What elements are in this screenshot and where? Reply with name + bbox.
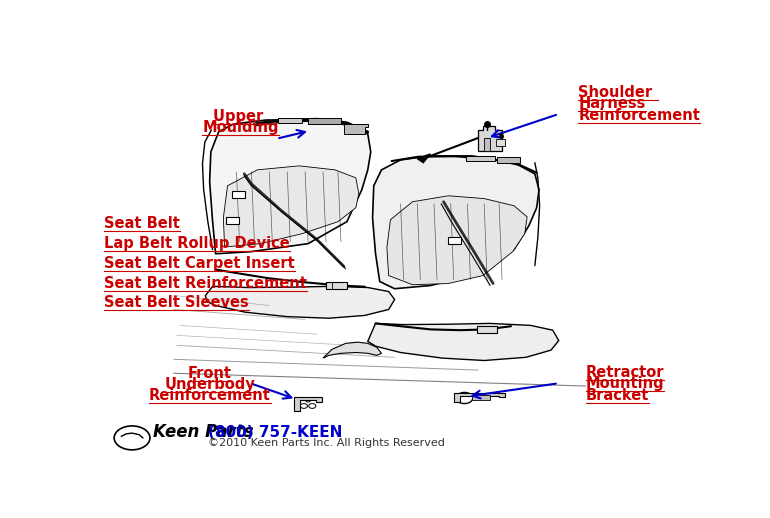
- Polygon shape: [467, 156, 495, 161]
- Text: Front: Front: [188, 366, 232, 381]
- Text: Seat Belt Sleeves: Seat Belt Sleeves: [104, 295, 249, 310]
- Polygon shape: [209, 120, 371, 254]
- Text: Upper: Upper: [213, 109, 269, 124]
- Text: Mounting: Mounting: [586, 377, 665, 392]
- Text: Retractor: Retractor: [586, 365, 664, 380]
- Polygon shape: [496, 139, 505, 146]
- Polygon shape: [326, 282, 346, 289]
- Text: Harness: Harness: [578, 96, 646, 111]
- Polygon shape: [206, 286, 394, 318]
- Text: Reinforcement: Reinforcement: [578, 108, 700, 123]
- Polygon shape: [323, 342, 381, 358]
- Text: Bracket: Bracket: [586, 387, 649, 402]
- Polygon shape: [484, 138, 490, 151]
- Polygon shape: [387, 196, 527, 285]
- Text: Moulding: Moulding: [203, 120, 279, 135]
- Polygon shape: [294, 397, 322, 411]
- Text: Shoulder: Shoulder: [578, 85, 658, 100]
- Text: Reinforcement: Reinforcement: [149, 388, 270, 404]
- Polygon shape: [477, 326, 497, 334]
- Text: Seat Belt Reinforcement: Seat Belt Reinforcement: [104, 276, 307, 291]
- Polygon shape: [308, 118, 341, 124]
- Polygon shape: [478, 126, 502, 151]
- Polygon shape: [223, 166, 359, 247]
- Polygon shape: [226, 217, 239, 224]
- Polygon shape: [373, 156, 539, 289]
- Polygon shape: [368, 323, 559, 361]
- Text: Seat Belt: Seat Belt: [104, 215, 180, 231]
- Polygon shape: [454, 393, 505, 402]
- Polygon shape: [233, 191, 246, 198]
- Polygon shape: [344, 124, 368, 134]
- Text: (800) 757-KEEN: (800) 757-KEEN: [209, 425, 343, 440]
- Polygon shape: [417, 154, 430, 163]
- Text: Seat Belt Carpet Insert: Seat Belt Carpet Insert: [104, 255, 295, 270]
- Polygon shape: [278, 118, 302, 123]
- Text: Underbody: Underbody: [164, 377, 255, 392]
- Polygon shape: [472, 395, 490, 400]
- Polygon shape: [448, 237, 461, 243]
- Text: Lap Belt Rollup Device: Lap Belt Rollup Device: [104, 236, 290, 251]
- Polygon shape: [497, 157, 520, 163]
- Text: Keen Parts: Keen Parts: [153, 423, 253, 441]
- Text: ©2010 Keen Parts Inc. All Rights Reserved: ©2010 Keen Parts Inc. All Rights Reserve…: [209, 438, 445, 448]
